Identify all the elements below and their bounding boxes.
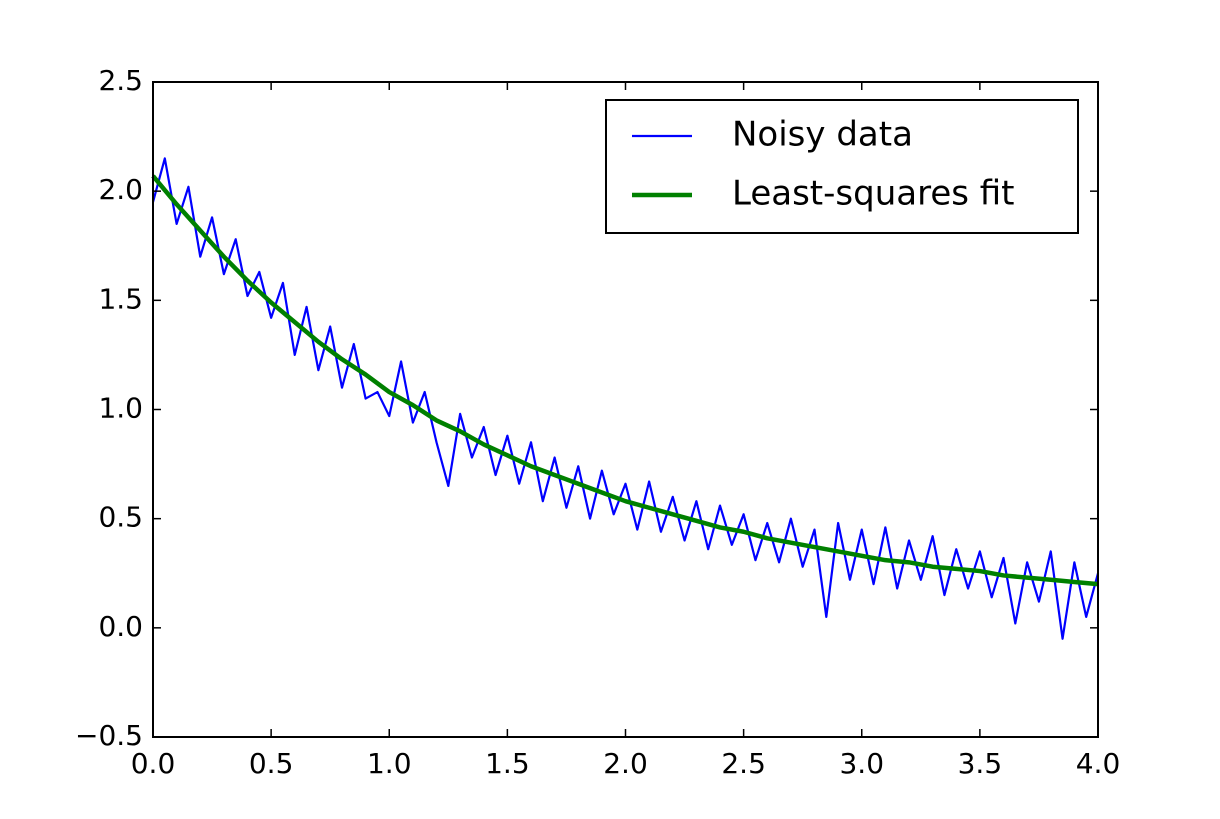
x-tick-label: 0.5	[249, 747, 294, 780]
series-line	[151, 174, 1099, 587]
legend-box	[605, 99, 1079, 234]
x-tick-label: 0.0	[131, 747, 176, 780]
legend-label: Noisy data	[732, 115, 913, 155]
y-tick-label: 0.0	[98, 610, 143, 643]
y-tick-label: 1.5	[98, 282, 143, 315]
y-tick-label: 2.5	[98, 64, 143, 97]
y-tick-label: 1.0	[98, 392, 143, 425]
y-tick-label: 0.5	[98, 501, 143, 534]
x-tick-label: 2.5	[721, 747, 766, 780]
y-tick-label: −0.5	[75, 719, 143, 752]
x-tick-label: 1.0	[367, 747, 412, 780]
x-tick-label: 2.0	[603, 747, 648, 780]
series-line	[151, 157, 1100, 640]
legend-label: Least-squares fit	[732, 174, 1015, 214]
x-tick-label: 3.5	[958, 747, 1003, 780]
x-tick-label: 3.0	[839, 747, 884, 780]
y-tick-label: 2.0	[98, 173, 143, 206]
x-tick-label: 4.0	[1076, 747, 1121, 780]
x-tick-label: 1.5	[485, 747, 530, 780]
